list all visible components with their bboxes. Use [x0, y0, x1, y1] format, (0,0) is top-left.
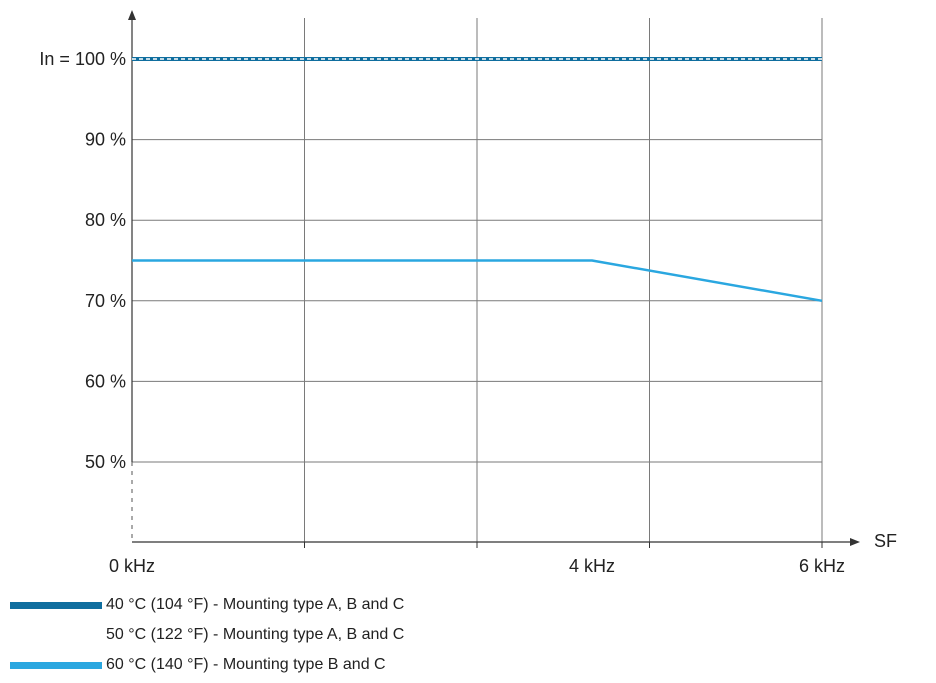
series-lines [132, 57, 823, 303]
legend-label: 50 °C (122 °F) - Mounting type A, B and … [106, 626, 405, 643]
x-axis-arrow [850, 538, 860, 546]
y-tick-label: 60 % [85, 371, 126, 391]
x-tick-label: 6 kHz [799, 556, 845, 576]
series-line [132, 259, 823, 303]
legend-swatch [10, 662, 102, 669]
legend-label: 60 °C (140 °F) - Mounting type B and C [106, 656, 386, 673]
y-tick-label: In = 100 % [39, 49, 126, 69]
derating-chart: In = 100 % 90 % 80 % 70 % 60 % 50 % 0 kHz 4 kHz… [39, 10, 897, 576]
legend-swatch [10, 632, 102, 639]
x-axis-label: SF [874, 531, 897, 551]
y-tick-label: 90 % [85, 130, 126, 150]
x-tick-label: 0 kHz [109, 556, 155, 576]
y-axis-arrow [128, 10, 136, 20]
y-tick-label: 70 % [85, 291, 126, 311]
legend-item: 40 °C (104 °F) - Mounting type A, B and … [0, 590, 700, 620]
legend-item: 60 °C (140 °F) - Mounting type B and C [0, 650, 700, 680]
tick-labels: In = 100 % 90 % 80 % 70 % 60 % 50 % 0 kHz 4 kHz… [39, 49, 845, 576]
axes [128, 10, 860, 548]
y-tick-label: 80 % [85, 210, 126, 230]
legend-swatch [10, 602, 102, 609]
grid [132, 18, 823, 542]
legend-item: 50 °C (122 °F) - Mounting type A, B and … [0, 620, 700, 650]
y-tick-label: 50 % [85, 452, 126, 472]
legend-label: 40 °C (104 °F) - Mounting type A, B and … [106, 596, 405, 613]
legend: 40 °C (104 °F) - Mounting type A, B and … [0, 590, 700, 680]
x-tick-label: 4 kHz [569, 556, 615, 576]
